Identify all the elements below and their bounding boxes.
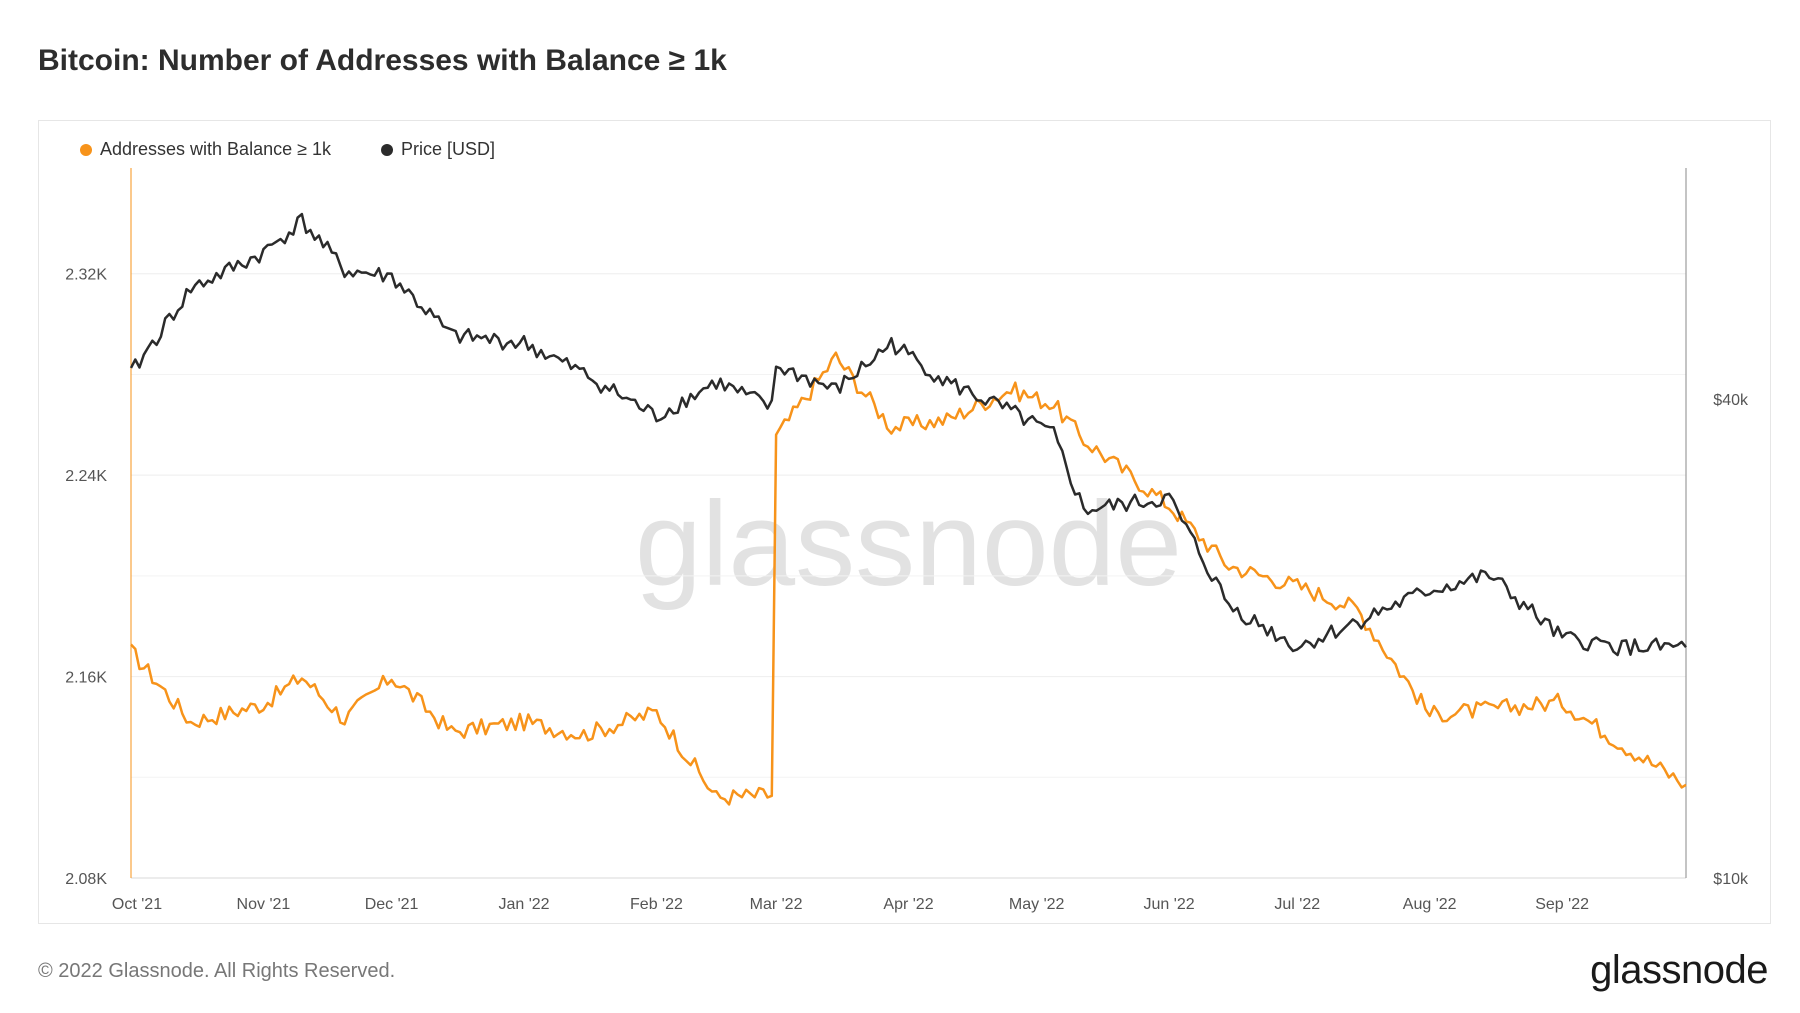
x-tick-label: Feb '22	[630, 896, 683, 913]
x-tick-label: Nov '21	[237, 896, 291, 913]
y2-tick-label: $10k	[1713, 871, 1749, 888]
x-tick-label: Jul '22	[1274, 896, 1320, 913]
series-line-addresses	[130, 351, 1687, 806]
x-tick-label: Oct '21	[112, 896, 162, 913]
legend-label-price: Price [USD]	[401, 139, 496, 159]
x-tick-label: Apr '22	[883, 896, 933, 913]
legend-swatch-price	[381, 143, 393, 156]
chart-title: Bitcoin: Number of Addresses with Balanc…	[38, 44, 727, 77]
x-tick-label: Dec '21	[365, 896, 419, 913]
legend-item-addresses[interactable]: Addresses with Balance ≥ 1k	[80, 139, 331, 160]
copyright-text: © 2022 Glassnode. All Rights Reserved.	[38, 960, 396, 982]
glassnode-logo: glassnode	[1590, 948, 1768, 992]
x-tick-label: Jun '22	[1144, 896, 1195, 913]
legend-item-price[interactable]: Price [USD]	[381, 139, 495, 160]
x-tick-label: Aug '22	[1403, 896, 1457, 913]
x-tick-label: May '22	[1009, 896, 1065, 913]
y2-tick-label: $40k	[1713, 392, 1749, 409]
y-tick-label: 2.16K	[65, 670, 107, 687]
chart-panel	[38, 120, 1771, 924]
y-tick-label: 2.24K	[65, 468, 107, 485]
y-tick-label: 2.32K	[65, 267, 107, 284]
y-tick-label: 2.08K	[65, 871, 107, 888]
x-tick-label: Jan '22	[498, 896, 549, 913]
legend-swatch-addresses	[80, 143, 92, 156]
series-line-price	[129, 212, 1687, 657]
x-tick-label: Mar '22	[750, 896, 803, 913]
x-tick-label: Sep '22	[1535, 896, 1589, 913]
legend-label-addresses: Addresses with Balance ≥ 1k	[100, 139, 331, 159]
legend: Addresses with Balance ≥ 1k Price [USD]	[80, 139, 495, 160]
watermark: glassnode	[635, 477, 1182, 611]
